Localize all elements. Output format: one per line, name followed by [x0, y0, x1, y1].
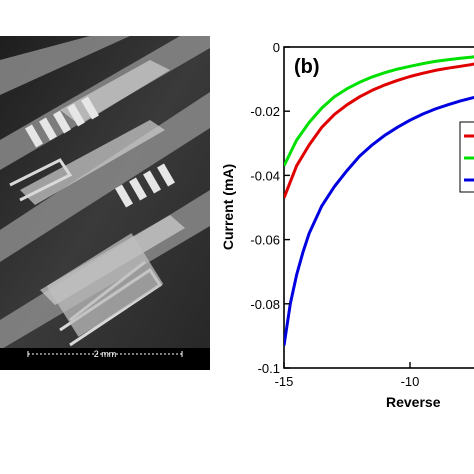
- y-tick-label: -0.08: [250, 297, 280, 312]
- y-tick-label: 0: [273, 40, 280, 55]
- y-tick-label: -0.06: [250, 233, 280, 248]
- y-axis-label: Current (mA): [220, 164, 236, 250]
- panel-label: (b): [294, 56, 320, 78]
- tick-layer: 0 -0.02 -0.04 -0.06 -0.08 -0.1-15 -10: [250, 40, 419, 389]
- x-tick-label: -10: [401, 374, 420, 389]
- series-line-3: [284, 95, 474, 346]
- series-line-1: [284, 55, 474, 167]
- series-layer: [284, 55, 474, 346]
- scale-bar-label: 2 mm: [94, 349, 117, 359]
- y-tick-label: -0.02: [250, 104, 280, 119]
- x-tick-label: -15: [275, 374, 294, 389]
- x-axis-label: Reverse: [386, 394, 441, 410]
- legend: [459, 121, 474, 193]
- y-tick-label: -0.04: [250, 168, 280, 183]
- y-tick-label: -0.1: [258, 361, 280, 376]
- sem-image: 2 mm: [0, 36, 210, 370]
- plot-frame: [283, 46, 474, 369]
- series-line-2: [284, 62, 474, 199]
- chart-panel: 0 -0.02 -0.04 -0.06 -0.08 -0.1-15 -10 (b) Curr…: [220, 40, 474, 410]
